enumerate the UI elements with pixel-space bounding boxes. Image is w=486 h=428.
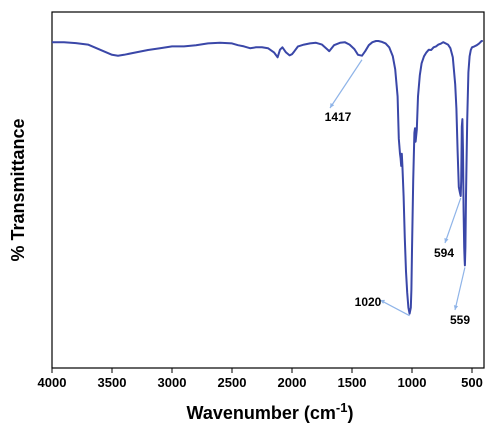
- annotation-arrow-559: [454, 267, 466, 311]
- x-tick-label: 3500: [98, 375, 127, 390]
- peak-label-594: 594: [434, 246, 454, 260]
- series-line-spectrum: [52, 40, 483, 315]
- x-tick-label: 2500: [218, 375, 247, 390]
- x-tick-label: 1000: [398, 375, 427, 390]
- x-tick-label: 2000: [278, 375, 307, 390]
- x-axis-title-main: Wavenumber (cm: [187, 403, 336, 423]
- x-axis-ticks: [51, 368, 473, 373]
- peak-label-1417: 1417: [325, 110, 352, 124]
- annotation-arrow-1020: [379, 299, 410, 317]
- x-axis-title-close: ): [347, 403, 353, 423]
- x-axis-title: Wavenumber (cm-1): [187, 400, 354, 423]
- plot-frame: [51, 11, 485, 369]
- y-axis-title: % Transmittance: [8, 118, 28, 261]
- annotation-arrow-1417: [329, 59, 363, 109]
- x-tick-label: 4000: [38, 375, 67, 390]
- annotation-arrowhead-594: [444, 238, 449, 243]
- peak-annotations: 1417 1020 594 559: [325, 59, 470, 327]
- annotation-arrowhead-559: [453, 305, 459, 310]
- annotation-arrow-594: [444, 197, 462, 244]
- peak-label-559: 559: [450, 313, 470, 327]
- annotation-arrowhead-1417: [330, 103, 335, 108]
- x-tick-label: 1500: [338, 375, 367, 390]
- x-tick-label: 3000: [158, 375, 187, 390]
- x-tick-label: 500: [461, 375, 483, 390]
- peak-label-1020: 1020: [355, 295, 382, 309]
- annotation-arrowhead-1020: [380, 299, 385, 304]
- x-axis-tick-labels: 4000 3500 3000 2500 2000 1500 1000 500: [38, 375, 483, 390]
- x-axis-title-superscript: -1: [336, 400, 348, 415]
